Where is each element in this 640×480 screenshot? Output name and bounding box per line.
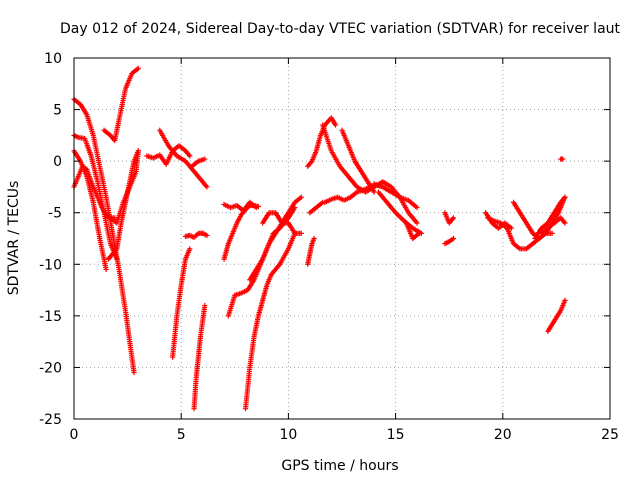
y-tick-label: -5 bbox=[48, 206, 62, 222]
series-arc-13 bbox=[191, 302, 208, 412]
data-point bbox=[135, 65, 141, 71]
y-tick-label: 5 bbox=[53, 103, 62, 119]
data-point bbox=[298, 230, 304, 236]
x-tick-label: 10 bbox=[279, 427, 297, 443]
series-arc-37 bbox=[558, 156, 566, 162]
series-arc-5 bbox=[101, 65, 141, 144]
data-point bbox=[202, 302, 208, 309]
data-point bbox=[131, 369, 137, 376]
x-tick-label: 15 bbox=[387, 427, 405, 443]
data-point bbox=[562, 194, 568, 200]
series-arc-15 bbox=[221, 202, 261, 262]
axis-ticks: 0 5 10 15 20 25 10 5 0 -5 -10 -15 -20 -25 bbox=[39, 51, 619, 443]
series-arc-22 bbox=[305, 115, 339, 169]
series-arc-28 bbox=[403, 220, 422, 242]
series-arc-30 bbox=[442, 235, 457, 247]
series-arc-10 bbox=[189, 156, 208, 169]
series-arc-20 bbox=[305, 235, 317, 267]
data-point bbox=[450, 215, 457, 221]
plot-frame bbox=[73, 57, 611, 420]
series-arc-26 bbox=[371, 181, 420, 211]
data-point bbox=[187, 246, 193, 252]
data-point bbox=[202, 156, 208, 162]
series-arc-8 bbox=[144, 143, 193, 167]
data-point bbox=[414, 220, 420, 226]
x-axis-label: GPS time / hours bbox=[281, 458, 398, 474]
data-point bbox=[416, 230, 422, 236]
data-point bbox=[549, 230, 555, 236]
series-arc-35 bbox=[538, 215, 568, 236]
chart-title: Day 012 of 2024, Sidereal Day-to-day VTE… bbox=[60, 21, 621, 37]
data-point bbox=[255, 203, 261, 210]
data-series bbox=[71, 65, 568, 412]
data-point bbox=[187, 153, 193, 159]
x-tick-label: 5 bbox=[177, 427, 186, 443]
series-arc-19 bbox=[260, 210, 304, 236]
x-tick-label: 20 bbox=[494, 427, 512, 443]
series-arc-11 bbox=[170, 246, 193, 360]
data-point bbox=[204, 232, 210, 239]
data-point bbox=[135, 148, 141, 154]
data-point bbox=[332, 122, 339, 128]
series-arc-36 bbox=[545, 297, 568, 334]
series-arc-24 bbox=[339, 127, 377, 195]
data-point bbox=[450, 235, 457, 242]
y-tick-label: 10 bbox=[44, 51, 62, 67]
series-arc-12 bbox=[182, 230, 210, 241]
series-arc-18 bbox=[247, 194, 304, 283]
y-tick-label: -10 bbox=[39, 257, 62, 273]
data-point bbox=[414, 204, 420, 211]
data-point bbox=[560, 156, 566, 162]
y-tick-label: -25 bbox=[39, 412, 62, 428]
grid-lines bbox=[74, 58, 610, 419]
y-axis-label: SDTVAR / TECUs bbox=[6, 181, 22, 296]
y-tick-label: -20 bbox=[39, 360, 62, 376]
y-tick-label: -15 bbox=[39, 309, 62, 325]
data-point bbox=[562, 297, 568, 303]
data-point bbox=[114, 256, 120, 262]
x-tick-label: 0 bbox=[70, 427, 79, 443]
x-tick-label: 25 bbox=[601, 427, 619, 443]
series-arc-7 bbox=[107, 148, 141, 226]
data-point bbox=[562, 220, 568, 226]
data-point bbox=[103, 266, 109, 273]
data-point bbox=[298, 194, 304, 200]
data-point bbox=[204, 184, 210, 190]
data-point bbox=[311, 235, 317, 242]
series-arc-9 bbox=[157, 127, 210, 190]
series-arc-4 bbox=[71, 163, 118, 221]
series-arc-29 bbox=[442, 210, 457, 226]
series-arc-17 bbox=[242, 230, 298, 412]
series-arc-21 bbox=[307, 199, 326, 216]
y-tick-label: 0 bbox=[53, 154, 62, 170]
